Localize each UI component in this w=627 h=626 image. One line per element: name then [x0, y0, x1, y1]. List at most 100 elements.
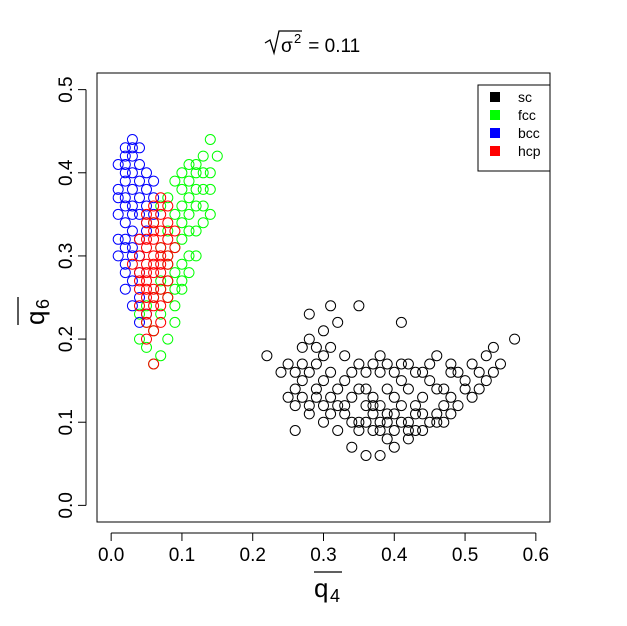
- point-sc: [303, 333, 315, 345]
- point-hcp: [155, 258, 167, 270]
- y-tick-label: 0.4: [56, 159, 77, 186]
- point-fcc: [190, 159, 202, 170]
- point-bcc: [119, 283, 131, 295]
- point-sc: [289, 400, 301, 412]
- point-hcp: [155, 208, 167, 220]
- point-fcc: [197, 183, 209, 195]
- point-sc: [473, 366, 485, 378]
- point-sc: [402, 433, 414, 445]
- point-hcp: [148, 258, 160, 270]
- point-bcc: [134, 208, 145, 220]
- point-hcp: [141, 308, 152, 320]
- x-tick-label: 0.5: [452, 545, 478, 566]
- point-sc: [353, 383, 365, 395]
- legend-swatch-fcc: [490, 110, 500, 120]
- point-fcc: [176, 233, 188, 245]
- point-bcc: [119, 267, 131, 279]
- point-sc: [310, 383, 322, 395]
- point-bcc: [148, 175, 160, 187]
- point-bcc: [119, 167, 131, 179]
- point-fcc: [162, 333, 174, 345]
- y-tick-label: 0.1: [56, 409, 77, 435]
- point-bcc: [112, 183, 124, 195]
- point-fcc: [183, 192, 195, 204]
- point-sc: [424, 416, 436, 428]
- point-sc: [487, 341, 499, 353]
- point-sc: [325, 408, 337, 420]
- point-fcc: [183, 175, 195, 187]
- point-fcc: [169, 283, 181, 295]
- point-fcc: [155, 275, 167, 287]
- y-axis-label: q 6: [17, 297, 53, 325]
- point-sc: [346, 441, 358, 453]
- point-sc: [402, 383, 414, 395]
- point-sc: [282, 358, 294, 370]
- point-bcc: [134, 159, 145, 170]
- point-bcc: [119, 159, 131, 170]
- point-sc: [395, 358, 407, 370]
- point-sc: [332, 400, 344, 412]
- point-sc: [318, 325, 329, 337]
- point-sc: [402, 416, 414, 428]
- series-sc: [261, 300, 521, 461]
- point-hcp: [148, 250, 160, 262]
- point-sc: [296, 375, 308, 387]
- point-sc: [303, 366, 315, 378]
- point-sc: [410, 366, 421, 378]
- point-hcp: [141, 258, 152, 270]
- point-hcp: [126, 258, 138, 270]
- point-bcc: [119, 258, 131, 270]
- point-bcc: [126, 134, 138, 145]
- point-hcp: [141, 333, 152, 345]
- point-sc: [374, 425, 386, 436]
- point-sc: [367, 400, 379, 412]
- point-sc: [353, 416, 365, 428]
- point-bcc: [141, 200, 152, 212]
- point-sc: [388, 441, 400, 453]
- point-fcc: [204, 183, 216, 195]
- point-bcc: [119, 233, 131, 245]
- legend-swatch-hcp: [490, 146, 500, 156]
- point-sc: [452, 400, 464, 412]
- x-tick-label: 0.1: [169, 545, 195, 566]
- point-bcc: [126, 208, 138, 220]
- point-sc: [303, 308, 315, 320]
- point-sc: [417, 391, 429, 403]
- y-label-text: q: [20, 311, 50, 325]
- point-bcc: [141, 183, 152, 195]
- point-bcc: [119, 242, 131, 254]
- point-sc: [495, 358, 506, 370]
- point-hcp: [162, 275, 174, 287]
- point-sc: [466, 358, 478, 370]
- point-hcp: [148, 200, 160, 212]
- point-sc: [487, 366, 499, 378]
- point-hcp: [141, 316, 152, 328]
- point-sc: [360, 366, 372, 378]
- point-bcc: [119, 142, 131, 154]
- point-sc: [388, 425, 400, 436]
- point-sc: [275, 366, 287, 378]
- point-sc: [367, 358, 379, 370]
- point-hcp: [141, 208, 152, 220]
- point-bcc: [112, 192, 124, 204]
- legend-item-bcc: bcc: [490, 125, 540, 141]
- point-sc: [332, 316, 344, 328]
- point-sc: [353, 300, 365, 312]
- point-sc: [325, 341, 337, 353]
- point-hcp: [141, 233, 152, 245]
- point-fcc: [134, 308, 145, 320]
- point-fcc: [190, 200, 202, 212]
- series-hcp: [126, 192, 181, 370]
- point-sc: [381, 383, 393, 395]
- point-bcc: [126, 150, 138, 162]
- point-sc: [438, 400, 450, 412]
- point-bcc: [126, 300, 138, 312]
- legend-item-fcc: fcc: [490, 107, 536, 123]
- point-sc: [374, 366, 386, 378]
- legend: sc fcc bcc hcp: [477, 84, 551, 172]
- point-fcc: [190, 167, 202, 179]
- x-axis: 0.0 0.1 0.2 0.3 0.4 0.5 0.6: [98, 532, 549, 566]
- point-sc: [332, 425, 344, 436]
- point-sc: [374, 400, 386, 412]
- point-sc: [303, 408, 315, 420]
